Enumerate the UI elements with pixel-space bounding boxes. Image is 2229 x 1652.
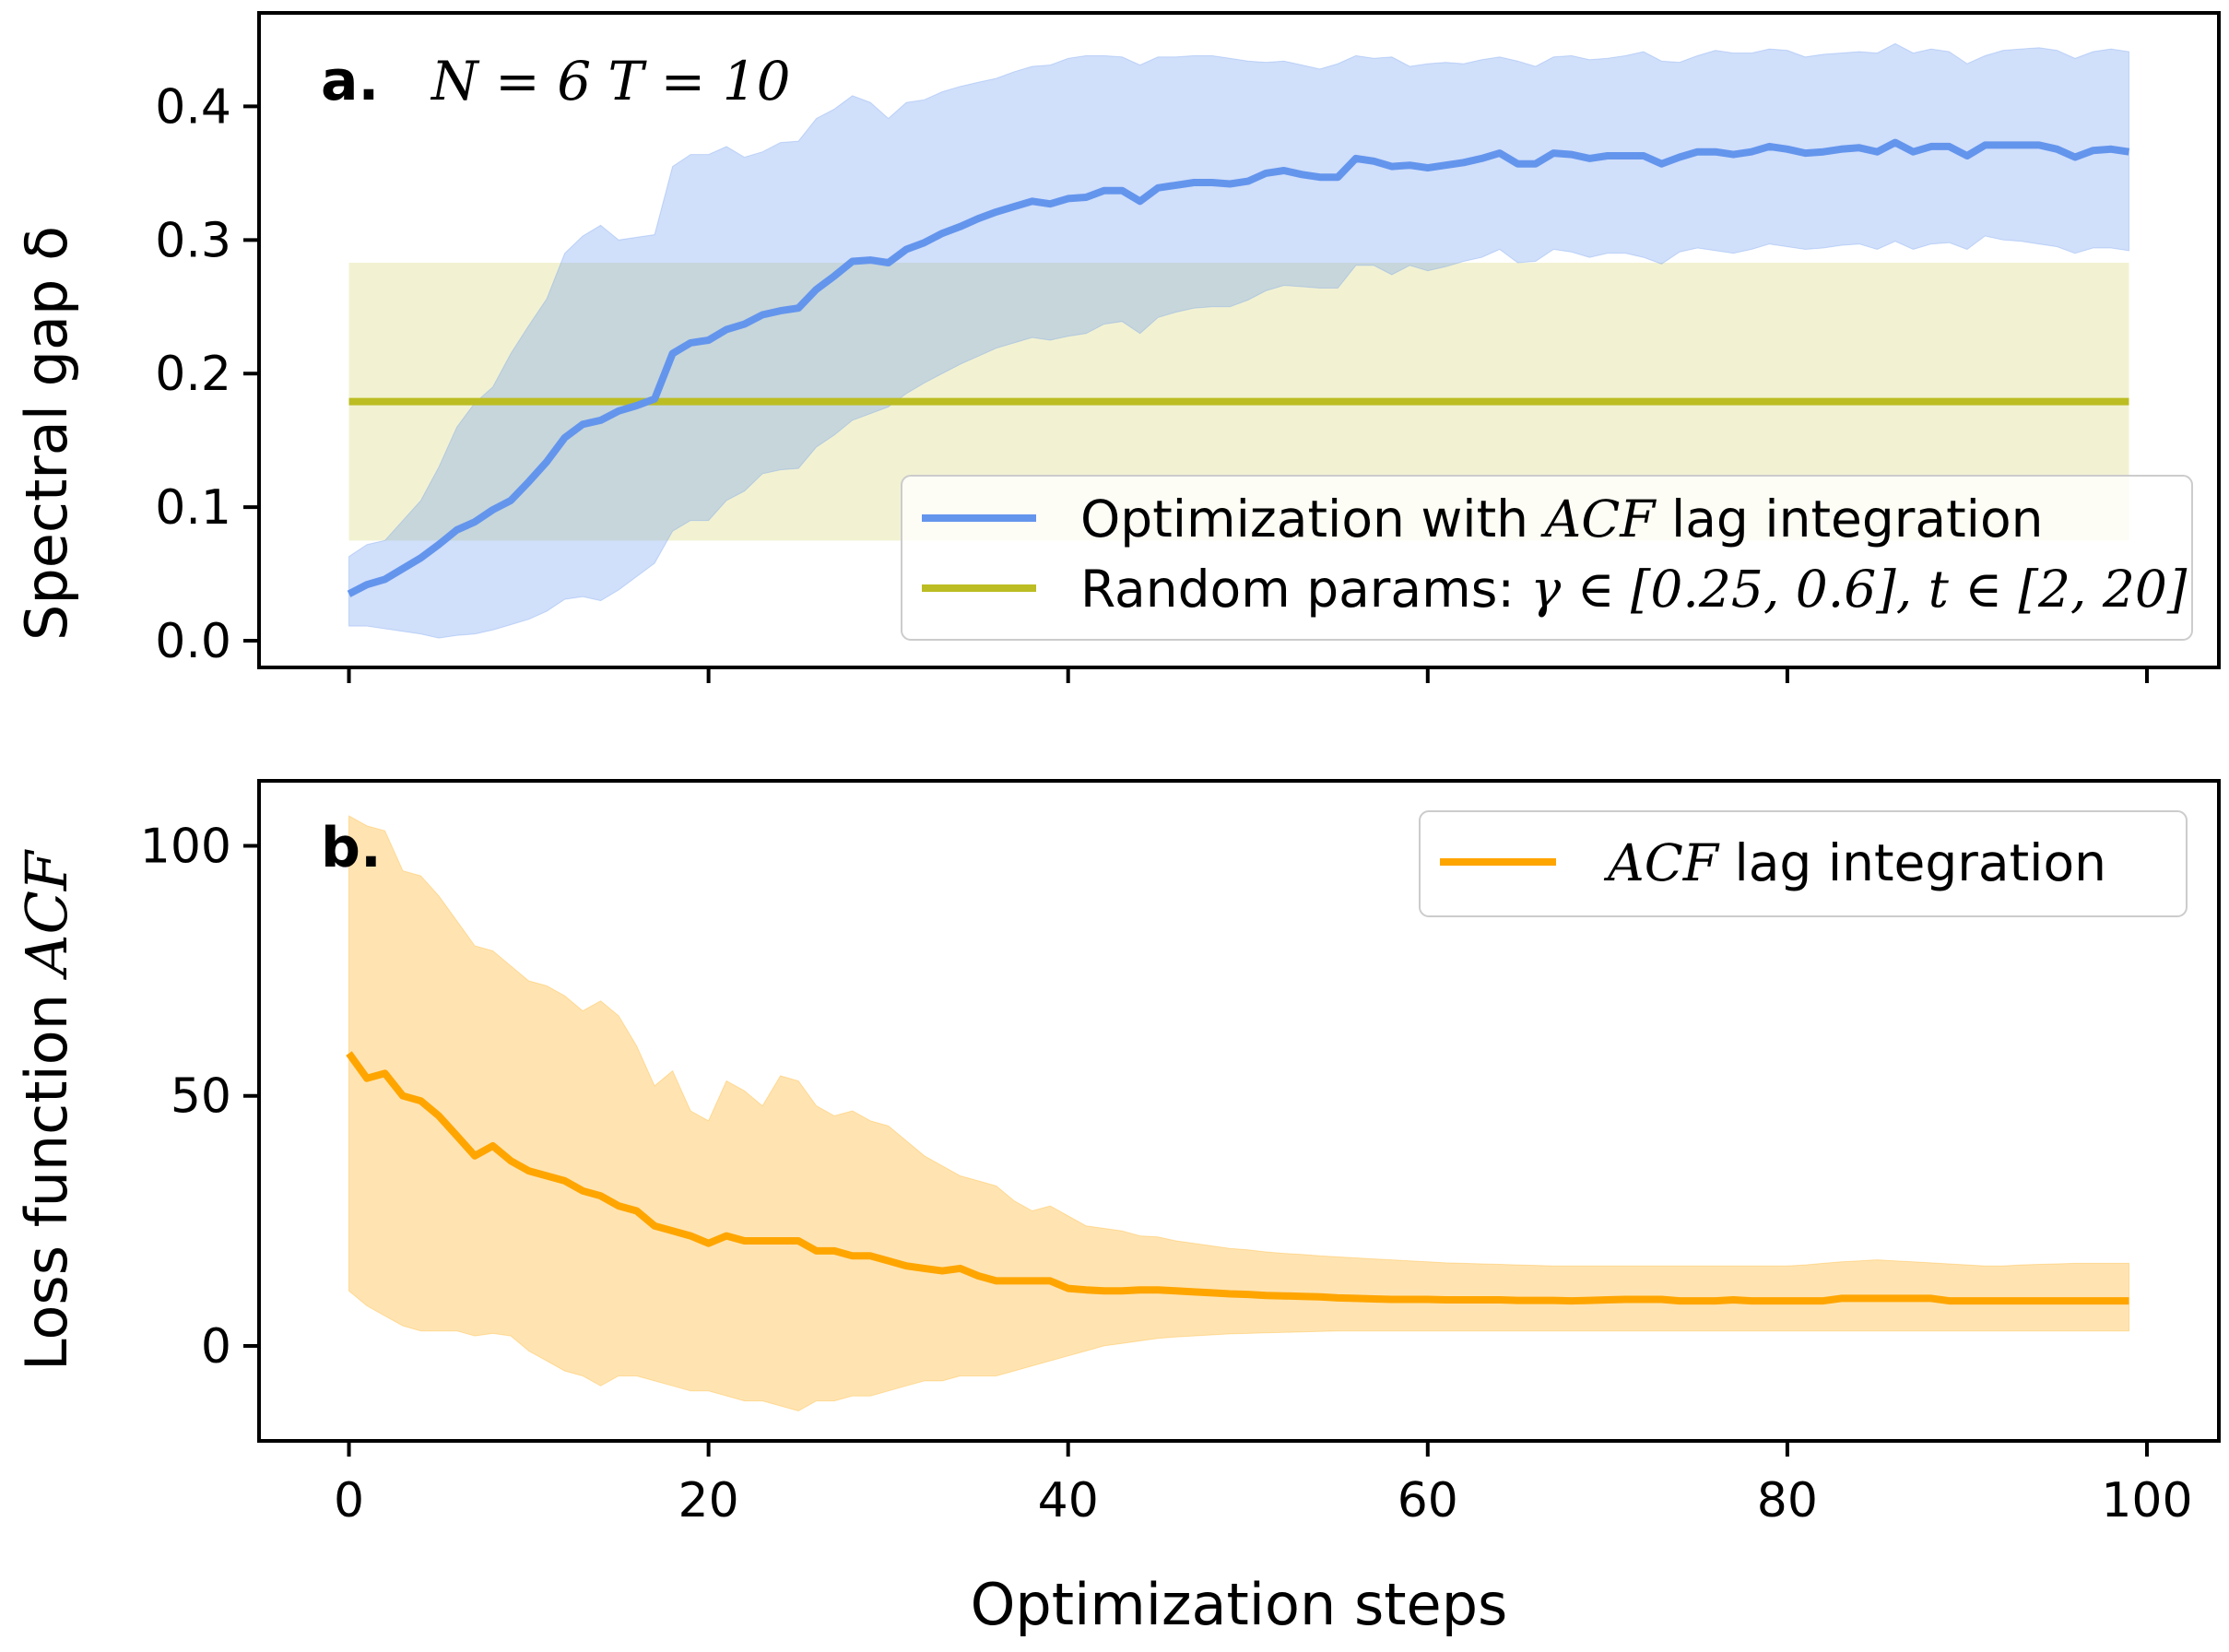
legend-entry-random: Random params: γ ∈ [0.25, 0.6], t ∈ [2, …	[1080, 560, 2188, 619]
y-tick-label: 0.0	[155, 614, 231, 669]
x-tick-label: 40	[1038, 1473, 1099, 1528]
panel-b-y-axis-label: Loss function ACF	[13, 849, 80, 1371]
y-tick-label: 0.3	[155, 213, 231, 268]
panel-b-label: b.	[321, 816, 382, 880]
panel-a-y-axis-label: Spectral gap δ	[13, 226, 80, 641]
y-tick-label: 50	[171, 1069, 231, 1125]
x-axis-label: Optimization steps	[971, 1571, 1508, 1638]
panel-b-legend: ACF lag integration	[1419, 810, 2188, 917]
optimization-band	[348, 42, 2129, 639]
y-tick-label: 0	[201, 1319, 231, 1375]
panel-b-frame	[257, 779, 2221, 1443]
legend-frame	[901, 475, 2193, 641]
panel-b-y-ticks: 0 50 100	[140, 820, 259, 1375]
x-tick-label: 100	[2101, 1473, 2192, 1528]
x-tick-label: 60	[1398, 1473, 1458, 1528]
panel-a-legend: Optimization with ACF lag integration Ra…	[901, 475, 2193, 641]
legend-entry-optimization: Optimization with ACF lag integration	[1080, 490, 2043, 549]
y-tick-label: 100	[140, 820, 231, 875]
x-tick-label: 80	[1757, 1473, 1818, 1528]
y-tick-label: 0.4	[155, 79, 231, 135]
legend-entry-acf: ACF lag integration	[1603, 833, 2106, 892]
legend-frame	[1419, 810, 2188, 917]
acf-band	[348, 815, 2129, 1412]
panel-a-y-ticks: 0.0 0.1 0.2 0.3 0.4	[155, 79, 259, 669]
acf-line	[346, 1051, 2129, 1305]
y-tick-label: 0.1	[155, 480, 231, 536]
panel-a-label: a.	[321, 49, 379, 113]
panel-a-x-ticks	[347, 667, 2149, 683]
panel-b-x-ticks: 0 20 40 60 80 100	[334, 1441, 2193, 1528]
x-tick-label: 20	[678, 1473, 739, 1528]
panel-a: 0.0 0.1 0.2 0.3 0.4 a. N = 6 T = 10 Spectral…	[13, 11, 2221, 683]
y-tick-label: 0.2	[155, 347, 231, 402]
panel-a-frame	[257, 11, 2221, 669]
panel-b: 0 20 40 60 80 100 0 50 100 b. Loss function ACF…	[13, 779, 2221, 1638]
x-tick-label: 0	[334, 1473, 364, 1528]
panel-a-annotation: N = 6 T = 10	[430, 50, 791, 112]
optimization-line	[347, 138, 2130, 597]
